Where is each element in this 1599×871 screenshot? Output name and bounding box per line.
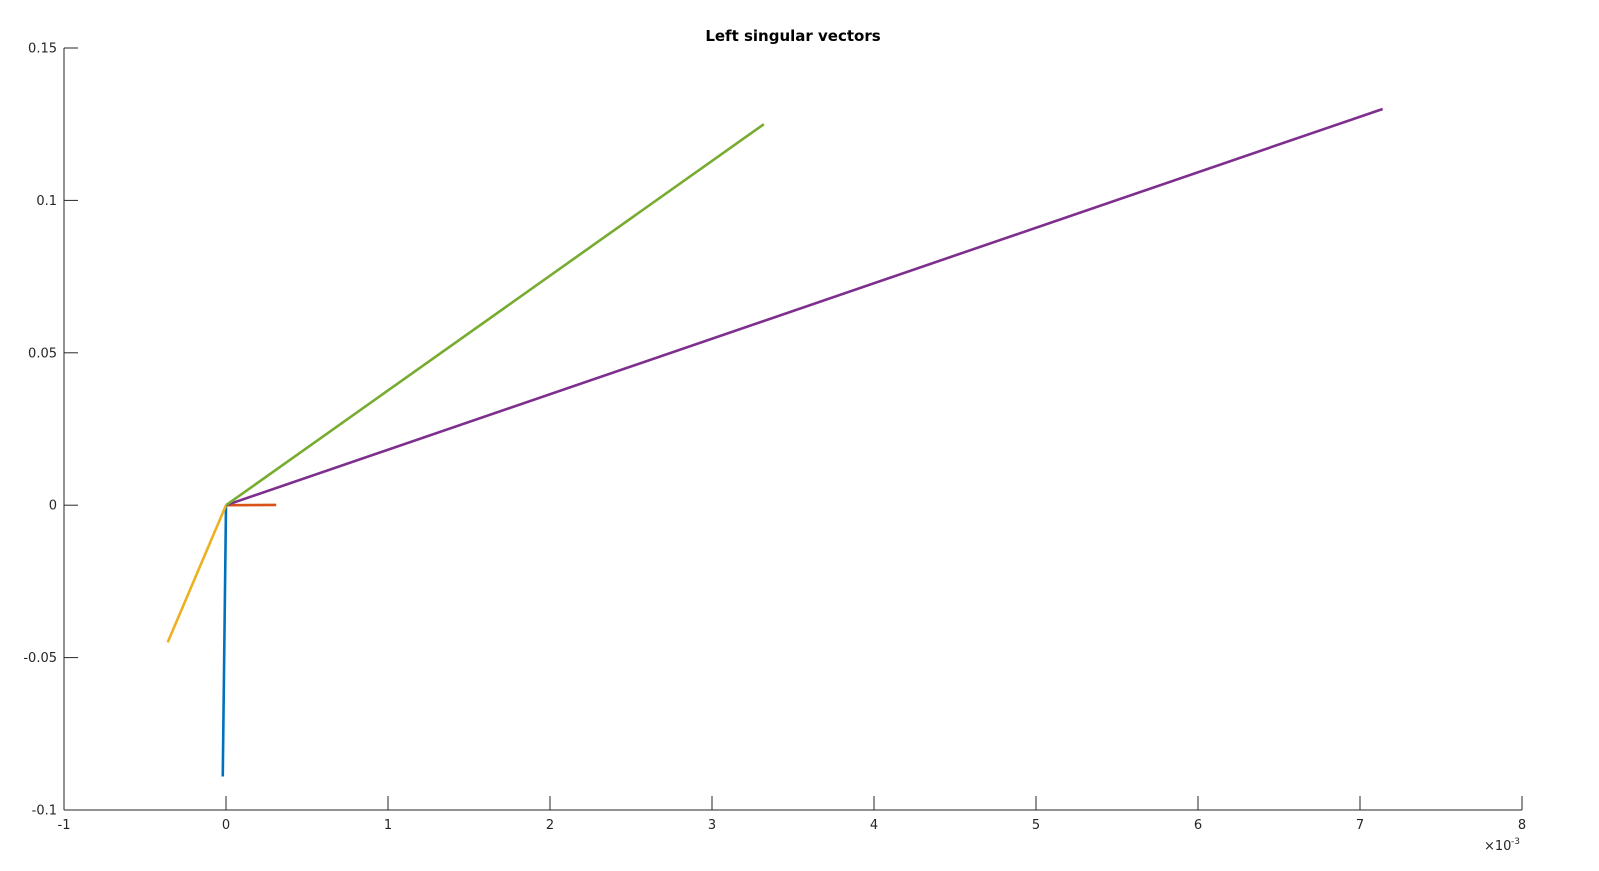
x-tick-label: -1	[58, 818, 71, 833]
x-tick-label: 3	[708, 818, 716, 833]
y-tick-label: -0.05	[23, 651, 57, 666]
series-line-1	[221, 505, 228, 777]
x-axis-ticks: -1 0 1 2 3 4 5 6 7 8	[58, 796, 1526, 833]
y-tick-label: 0	[49, 499, 57, 514]
x-tick-label: 7	[1356, 818, 1364, 833]
series-line-5	[225, 123, 765, 507]
y-tick-label: -0.1	[32, 804, 57, 819]
series-line-3	[166, 504, 228, 643]
y-tick-label: 0.05	[28, 346, 57, 361]
x-exponent-base: ×10	[1484, 839, 1511, 854]
series-group	[166, 107, 1384, 777]
x-tick-label: 6	[1194, 818, 1202, 833]
series-line-4	[225, 107, 1384, 507]
axes	[63, 48, 1522, 811]
x-tick-label: 0	[222, 818, 230, 833]
x-tick-label: 4	[870, 818, 878, 833]
chart-title: Left singular vectors	[705, 27, 880, 45]
x-tick-label: 2	[546, 818, 554, 833]
x-tick-label: 1	[384, 818, 392, 833]
x-tick-label: 5	[1032, 818, 1040, 833]
y-tick-label: 0.1	[36, 194, 57, 209]
x-axis-exponent: ×10 -3	[1484, 837, 1520, 854]
x-exponent-power: -3	[1511, 837, 1520, 847]
y-tick-label: 0.15	[28, 42, 57, 57]
x-tick-label: 8	[1518, 818, 1526, 833]
y-axis-ticks: -0.1 -0.05 0 0.05 0.1 0.15	[23, 42, 78, 819]
